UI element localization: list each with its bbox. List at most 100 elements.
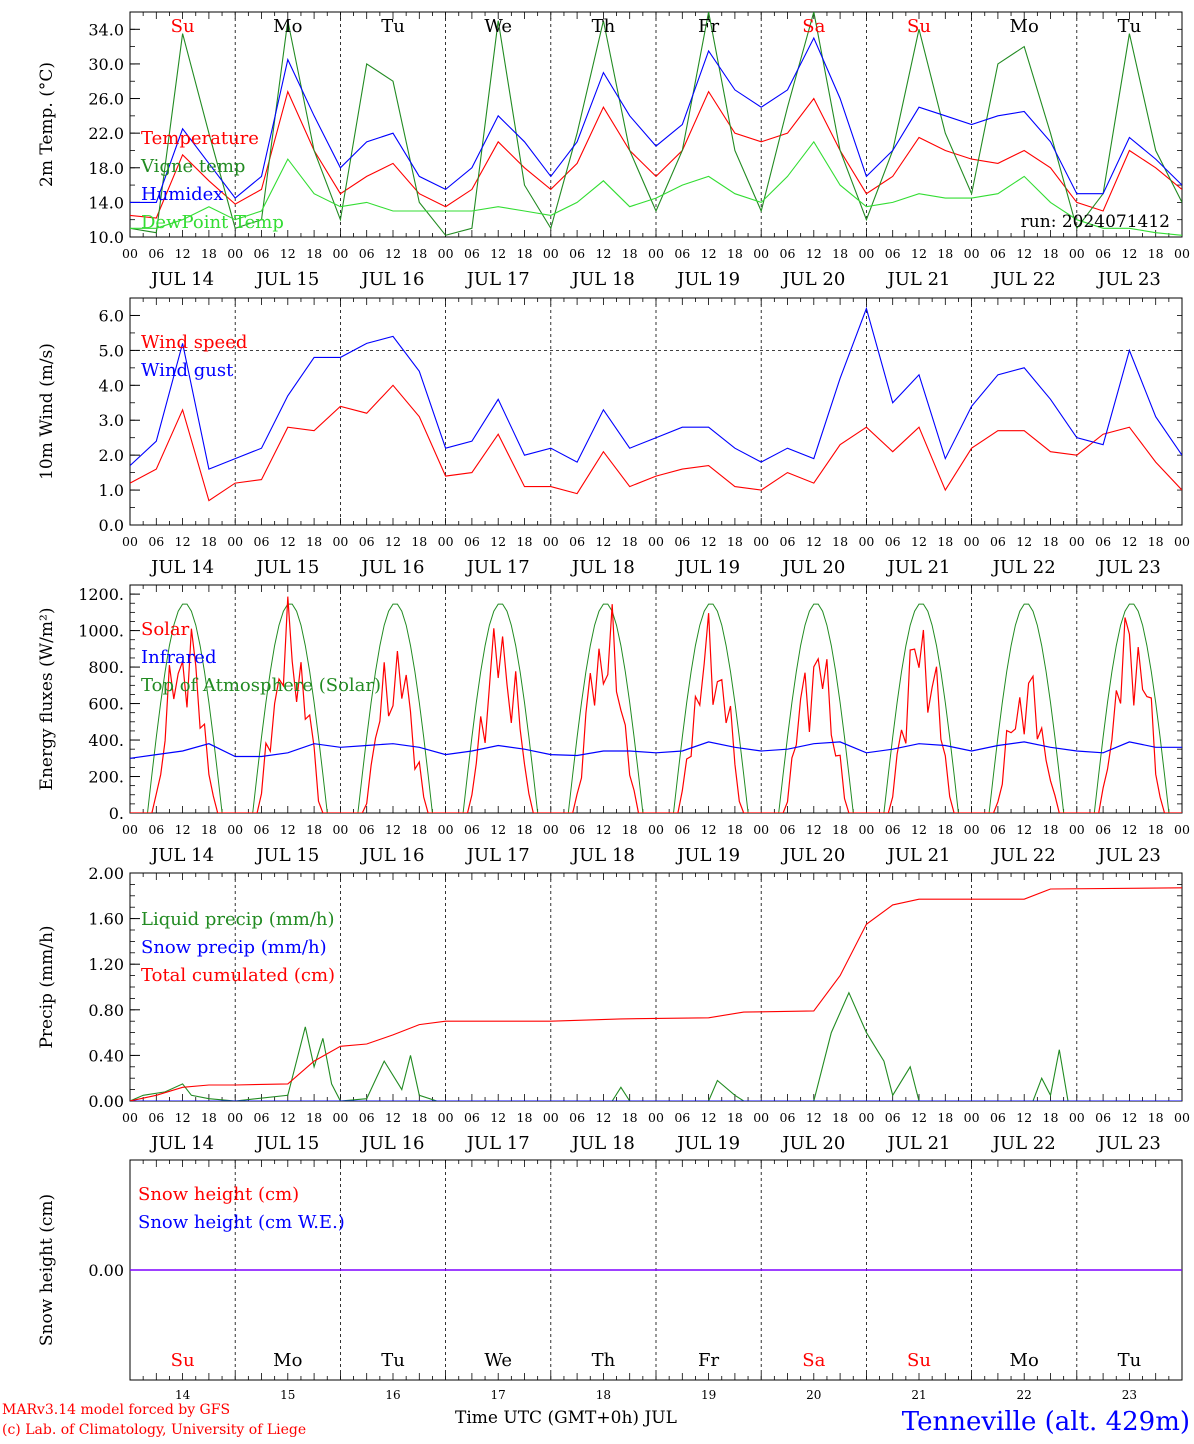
hour-tick-label: 12 bbox=[911, 534, 927, 549]
hour-tick-label: 12 bbox=[1121, 246, 1137, 261]
hour-tick-label: 00 bbox=[438, 534, 454, 549]
hour-tick-label: 00 bbox=[1069, 1110, 1085, 1125]
hour-tick-label: 12 bbox=[806, 534, 822, 549]
legend-entry: Snow precip (mm/h) bbox=[141, 937, 327, 958]
hour-tick-label: 12 bbox=[280, 822, 296, 837]
y-tick-label: 200. bbox=[88, 768, 124, 787]
hour-tick-label: 12 bbox=[701, 246, 717, 261]
hour-tick-label: 18 bbox=[1043, 246, 1059, 261]
hour-tick-label: 18 bbox=[832, 246, 848, 261]
hour-tick-label: 00 bbox=[227, 1110, 243, 1125]
hour-tick-label: 06 bbox=[569, 246, 585, 261]
hour-tick-label: 06 bbox=[674, 1110, 690, 1125]
hour-tick-label: 00 bbox=[227, 246, 243, 261]
weekday-letter-top: Tu bbox=[1118, 16, 1142, 37]
day-number: 18 bbox=[596, 1388, 611, 1402]
hour-tick-label: 06 bbox=[254, 1110, 270, 1125]
hour-tick-label: 06 bbox=[990, 1110, 1006, 1125]
y-tick-label: 6.0 bbox=[99, 306, 124, 325]
hour-tick-label: 18 bbox=[411, 822, 427, 837]
series-line-1 bbox=[130, 12, 1182, 236]
hour-tick-label: 00 bbox=[753, 246, 769, 261]
hour-tick-label: 18 bbox=[832, 534, 848, 549]
hour-tick-label: 06 bbox=[1095, 534, 1111, 549]
hour-tick-label: 00 bbox=[122, 534, 138, 549]
hour-tick-label: 00 bbox=[1174, 534, 1190, 549]
hour-tick-label: 12 bbox=[595, 534, 611, 549]
hour-tick-label: 12 bbox=[1016, 822, 1032, 837]
hour-tick-label: 12 bbox=[911, 1110, 927, 1125]
y-tick-label: 0.80 bbox=[88, 1001, 124, 1020]
legend-entry: Top of Atmosphere (Solar) bbox=[141, 675, 381, 696]
hour-tick-label: 12 bbox=[490, 1110, 506, 1125]
hour-tick-label: 06 bbox=[569, 1110, 585, 1125]
series-line-toa-solar bbox=[130, 603, 1182, 813]
day-number: 14 bbox=[175, 1388, 191, 1402]
hour-tick-label: 06 bbox=[464, 1110, 480, 1125]
y-axis-label: 2m Temp. (°C) bbox=[37, 62, 57, 187]
legend-entry: Temperature bbox=[141, 128, 259, 149]
hour-tick-label: 12 bbox=[385, 246, 401, 261]
day-label: JUL 19 bbox=[675, 269, 740, 290]
y-tick-label: 0.0 bbox=[99, 516, 124, 535]
y-tick-label: 2.00 bbox=[88, 864, 124, 883]
hour-tick-label: 06 bbox=[464, 534, 480, 549]
hour-tick-label: 06 bbox=[885, 246, 901, 261]
panel-3: 0. 200. 400. 600. 800. 1000. 1200. Energy fluxe… bbox=[37, 584, 1190, 866]
hour-tick-label: 18 bbox=[411, 1110, 427, 1125]
hour-tick-label: 18 bbox=[937, 534, 953, 549]
hour-tick-label: 06 bbox=[885, 822, 901, 837]
model-credit: MARv3.14 model forced by GFS bbox=[2, 1402, 230, 1418]
day-label: JUL 23 bbox=[1096, 269, 1161, 290]
series-line-2 bbox=[130, 887, 1182, 1101]
hour-tick-label: 12 bbox=[175, 822, 191, 837]
day-label: JUL 16 bbox=[360, 557, 425, 578]
hour-tick-label: 00 bbox=[648, 246, 664, 261]
series-group bbox=[130, 12, 1182, 236]
hour-tick-label: 12 bbox=[806, 246, 822, 261]
legend-entry: Total cumulated (cm) bbox=[141, 965, 335, 986]
day-label: JUL 18 bbox=[570, 269, 635, 290]
weekday-letter-top: Sa bbox=[802, 16, 825, 37]
legend-entry: Solar bbox=[141, 619, 190, 640]
weekday-letters: Su Su 14 Mo Mo 15 Tu Tu 16 We We 17 Th Th 18 Fr Fr 19 Sa Sa… bbox=[171, 16, 1142, 1402]
hour-tick-label: 00 bbox=[964, 822, 980, 837]
day-number: 16 bbox=[385, 1388, 400, 1402]
hour-tick-label: 00 bbox=[1069, 246, 1085, 261]
day-label: JUL 21 bbox=[886, 269, 951, 290]
hour-tick-label: 18 bbox=[622, 246, 638, 261]
hour-tick-label: 18 bbox=[306, 822, 322, 837]
hour-tick-label: 12 bbox=[490, 822, 506, 837]
hour-tick-label: 12 bbox=[385, 534, 401, 549]
hour-tick-label: 06 bbox=[990, 534, 1006, 549]
hour-tick-label: 00 bbox=[964, 534, 980, 549]
day-label: JUL 20 bbox=[780, 845, 845, 866]
hour-tick-label: 06 bbox=[359, 534, 375, 549]
hour-tick-label: 00 bbox=[858, 822, 874, 837]
day-label: JUL 20 bbox=[780, 269, 845, 290]
hour-tick-label: 06 bbox=[885, 1110, 901, 1125]
hour-tick-label: 12 bbox=[701, 822, 717, 837]
weekday-letter-top: Th bbox=[592, 16, 616, 37]
hour-tick-label: 12 bbox=[490, 534, 506, 549]
y-axis-label: 10m Wind (m/s) bbox=[37, 343, 57, 480]
y-tick-label: 1.20 bbox=[88, 955, 124, 974]
hour-tick-label: 00 bbox=[543, 822, 559, 837]
day-label: JUL 14 bbox=[149, 557, 214, 578]
day-label: JUL 23 bbox=[1096, 845, 1161, 866]
hour-tick-label: 00 bbox=[964, 246, 980, 261]
day-label: JUL 18 bbox=[570, 557, 635, 578]
day-label: JUL 22 bbox=[991, 269, 1056, 290]
legend-entry: Snow height (cm W.E.) bbox=[138, 1212, 345, 1233]
day-label: JUL 17 bbox=[465, 1133, 530, 1154]
hour-tick-label: 00 bbox=[858, 1110, 874, 1125]
hour-tick-label: 06 bbox=[990, 246, 1006, 261]
legend-entry: Wind speed bbox=[141, 332, 247, 353]
day-label: JUL 15 bbox=[254, 269, 319, 290]
hour-tick-label: 12 bbox=[175, 246, 191, 261]
day-label: JUL 17 bbox=[465, 557, 530, 578]
hour-tick-label: 06 bbox=[359, 822, 375, 837]
hour-tick-label: 12 bbox=[1121, 1110, 1137, 1125]
day-label: JUL 21 bbox=[886, 557, 951, 578]
weekday-letter-top: Mo bbox=[1010, 16, 1039, 37]
